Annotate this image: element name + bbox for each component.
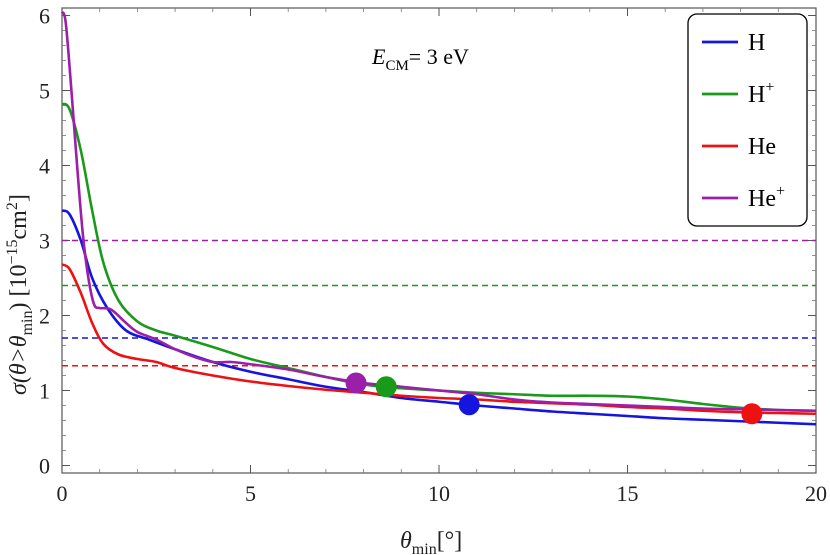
series-markers <box>345 372 763 425</box>
x-tick-label: 15 <box>617 481 639 506</box>
x-tick-label: 10 <box>428 481 450 506</box>
legend-label: He+ <box>748 183 785 212</box>
legend-box <box>687 13 808 227</box>
x-axis-title: θmin[°] <box>400 528 462 555</box>
y-tick-label: 5 <box>39 79 50 104</box>
axis-ticks: 0 5 10 15 20 0 1 2 3 4 5 6 <box>39 4 827 507</box>
legend-label: H+ <box>748 79 774 108</box>
y-axis-title: σ(θ>θmin) [10−15cm2] <box>4 194 36 395</box>
marker-h <box>458 394 480 416</box>
series-line-h <box>61 209 817 426</box>
y-tick-label: 3 <box>39 229 50 254</box>
marker-he-plus <box>345 372 367 394</box>
y-tick-label: 2 <box>39 304 50 329</box>
legend: H H+ He He+ <box>687 13 808 227</box>
legend-label: He <box>748 134 776 160</box>
y-tick-label: 6 <box>39 4 50 29</box>
x-tick-label: 5 <box>245 481 256 506</box>
y-tick-label: 1 <box>39 379 50 404</box>
y-tick-label: 4 <box>39 154 50 179</box>
legend-label: H <box>748 30 765 56</box>
x-tick-label: 0 <box>57 481 68 506</box>
series-line-he-plus <box>60 11 817 413</box>
series-line-he <box>61 263 817 416</box>
y-tick-label: 0 <box>39 454 50 479</box>
x-tick-label: 20 <box>805 481 827 506</box>
marker-h-plus <box>375 376 397 398</box>
marker-he <box>741 403 763 425</box>
threshold-lines <box>62 239 816 367</box>
energy-annotation: ECM= 3 eV <box>371 44 469 74</box>
series-lines <box>60 11 817 426</box>
